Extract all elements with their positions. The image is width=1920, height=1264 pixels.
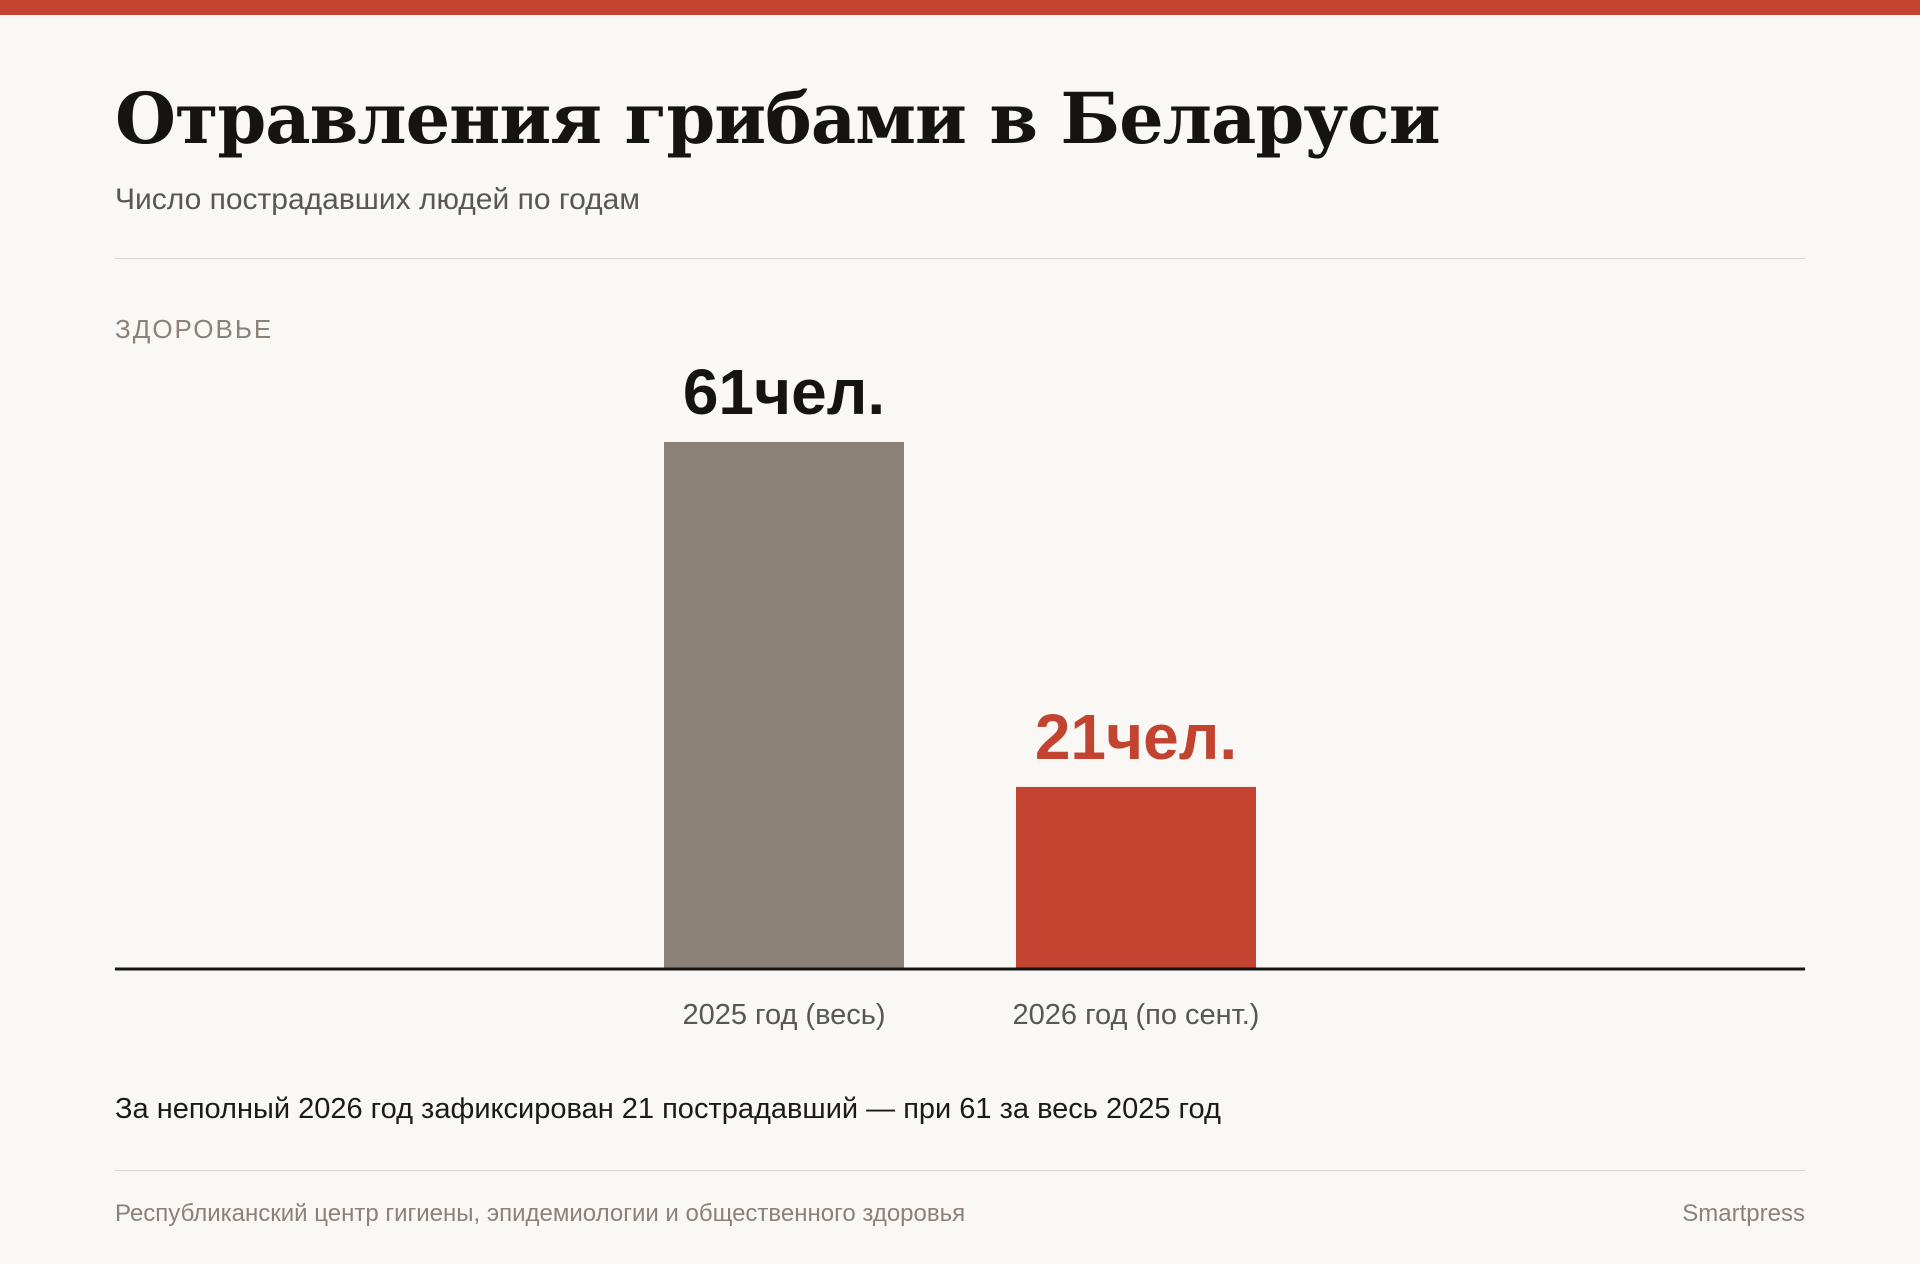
- bar-2: [1016, 786, 1256, 968]
- publisher-name: Smartpress: [1682, 1200, 1805, 1227]
- top-accent-bar: [0, 0, 1920, 15]
- chart-bars: 61чел. 2025 год (весь) 21чел. 2026 год (по …: [664, 356, 1259, 1031]
- category-label: ЗДОРОВЬЕ: [115, 314, 274, 344]
- bar-value-label-2: 21чел.: [1035, 701, 1237, 773]
- header-divider: [115, 258, 1805, 259]
- page-subtitle: Число пострадавших людей по годам: [115, 183, 640, 216]
- footer-divider: [115, 1170, 1805, 1171]
- chart-note: За неполный 2026 год зафиксирован 21 пос…: [115, 1093, 1221, 1125]
- category-label-2: 2026 год (по сент.): [1013, 999, 1260, 1031]
- category-label-1: 2025 год (весь): [682, 999, 885, 1031]
- bar-value-label-1: 61чел.: [683, 356, 885, 428]
- data-source: Республиканский центр гигиены, эпидемиол…: [115, 1200, 966, 1227]
- bar-1: [664, 442, 904, 968]
- page-title: Отравления грибами в Беларуси: [115, 77, 1441, 160]
